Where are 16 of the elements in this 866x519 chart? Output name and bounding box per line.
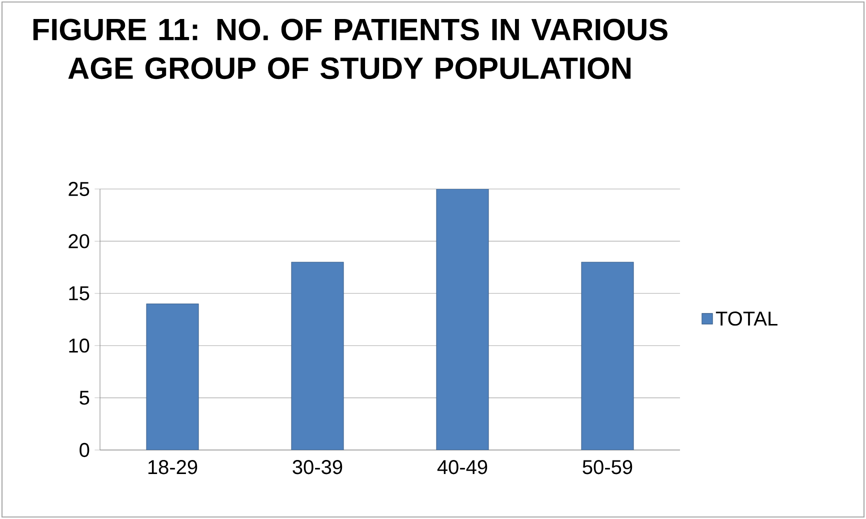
legend-label: TOTAL [716, 312, 778, 326]
x-tick-label: 30-39 [292, 460, 342, 474]
bar [291, 262, 344, 450]
bar [436, 189, 489, 450]
y-tick-label: 20 [68, 234, 90, 248]
chart-title: FIGURE 11: NO. OF PATIENTS IN VARIOUS AGE GROUP OF STUDY POPULATION [33, 18, 668, 80]
y-tick-label: 15 [69, 286, 90, 300]
bar [581, 262, 634, 450]
y-tick-label: 25 [68, 182, 90, 196]
y-tick-label: 5 [80, 390, 90, 405]
x-tick-label: 18-29 [148, 460, 198, 474]
y-tick-label: 0 [80, 442, 90, 458]
x-tick-label: 50-59 [582, 460, 632, 474]
x-tick-label: 40-49 [437, 460, 488, 474]
y-tick-label: 10 [69, 338, 90, 353]
bar [146, 304, 199, 450]
